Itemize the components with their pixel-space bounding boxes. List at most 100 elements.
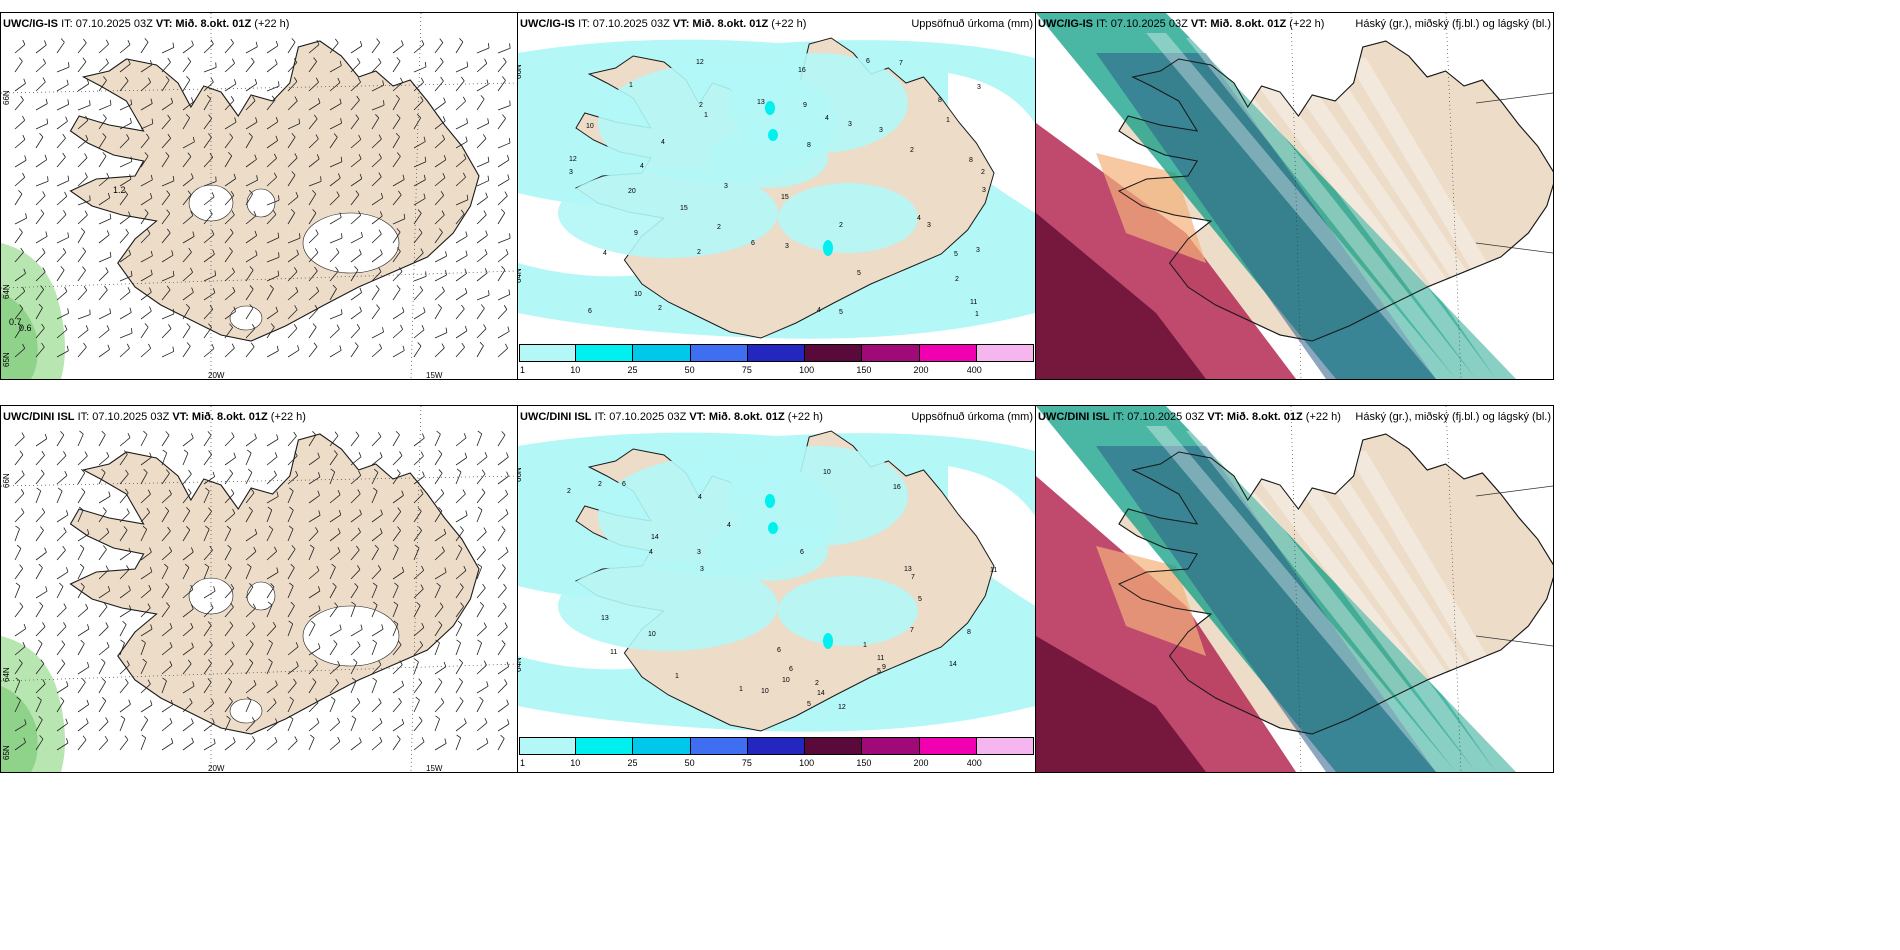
wind-barb [413, 565, 425, 580]
wind-barb [476, 488, 486, 504]
wind-barb [266, 601, 273, 618]
wind-barb [77, 430, 84, 447]
wind-barb [182, 737, 194, 751]
wind-barb [497, 233, 511, 244]
wind-barb [14, 450, 24, 466]
wind-barb [119, 328, 133, 339]
wind-barb [161, 285, 171, 301]
wind-barb [245, 132, 253, 149]
wind-barb [140, 174, 153, 187]
wind-barb [14, 677, 21, 694]
colorbar-tick-label: 25 [627, 758, 638, 768]
high-cloud-area [1036, 636, 1206, 772]
wind-barb [98, 267, 109, 282]
wind-barb [308, 98, 321, 111]
wind-barb [476, 563, 483, 580]
panel-title: UWC/DINI ISL IT: 07.10.2025 03Z VT: Mið.… [520, 411, 823, 423]
wind-barb [371, 544, 379, 561]
wind-barb [308, 620, 316, 637]
wind-barb [161, 677, 167, 694]
wind-barb [98, 527, 110, 542]
wind-barb [161, 563, 169, 580]
wind-barb [203, 304, 214, 320]
wind-barb [476, 304, 485, 320]
wind-barb [392, 660, 403, 675]
wind-barb [434, 546, 445, 561]
precip-value-label: 3 [848, 121, 852, 128]
wind-barb [77, 57, 87, 73]
wind-barb [266, 639, 273, 656]
precip-core [768, 522, 778, 534]
wind-barb [476, 134, 487, 149]
wind-barb [35, 526, 44, 542]
wind-barb [497, 266, 506, 282]
wind-barb [245, 528, 258, 542]
wind-barb [476, 469, 486, 485]
wind-barb [14, 213, 27, 225]
wind-barb [476, 452, 488, 466]
cloud-map-bottom [1036, 406, 1553, 772]
wind-barb [140, 343, 152, 358]
wind-barb [329, 98, 342, 111]
lat-label-64n: 64N [2, 667, 11, 682]
wind-barb [245, 342, 255, 358]
wind-barb [161, 449, 168, 466]
precip-value-label: 11 [970, 299, 977, 306]
wind-barb [308, 490, 320, 504]
wind-barb [56, 470, 68, 485]
high-cloud-area [1036, 213, 1206, 379]
colorbar-tick-label: 1 [520, 365, 526, 375]
wind-barb [413, 77, 424, 92]
wind-barb [203, 114, 212, 130]
lat-label-65n: 65N [2, 745, 11, 760]
wind-barb [77, 563, 85, 580]
wind-barb [182, 681, 195, 694]
wind-barb [329, 431, 339, 447]
wind-barb [14, 172, 26, 187]
wind-barb [203, 287, 216, 301]
wind-barb [476, 583, 486, 599]
precip-value-label: 5 [954, 251, 958, 258]
precip-value-label: 4 [640, 163, 644, 170]
wind-barb [497, 76, 506, 92]
wind-barb [392, 451, 403, 466]
wind-barb [266, 434, 279, 447]
wind-barb [14, 190, 23, 206]
wind-barb [203, 525, 210, 542]
wind-barb [224, 228, 234, 244]
wind-barb [245, 659, 254, 675]
precip-value-label: 13 [757, 99, 765, 106]
wind-barb [413, 678, 423, 694]
boundary-line [1475, 242, 1553, 254]
wind-barb [77, 506, 84, 523]
wind-barb [98, 585, 111, 599]
wind-barb [266, 81, 280, 92]
colorbar-tick-label: 25 [627, 365, 638, 375]
wind-barb [56, 567, 69, 580]
wind-barb [77, 624, 90, 637]
wind-barb [371, 677, 377, 694]
wind-barb [413, 228, 423, 244]
wind-barb [392, 640, 402, 656]
wind-barb [224, 621, 234, 637]
wind-barb [119, 620, 127, 637]
precip-value-label: 5 [857, 270, 861, 277]
cloud-streak [1226, 43, 1496, 379]
wind-barb [266, 172, 277, 187]
precip-value-label: 10 [648, 631, 656, 638]
wind-barb [56, 603, 67, 618]
wind-barb [14, 268, 26, 282]
wind-barb [287, 96, 298, 111]
wind-barb [308, 510, 321, 523]
wind-barb [98, 565, 109, 580]
wind-barb [392, 174, 405, 187]
wind-barb [350, 470, 362, 485]
wind-barb [476, 58, 488, 73]
wind-barb [203, 62, 217, 73]
wind-barb [434, 251, 447, 263]
wind-map-bottom [1, 406, 517, 772]
wind-barb [14, 641, 26, 656]
wind-barb [371, 172, 382, 187]
wind-barb [245, 506, 253, 523]
precip-value-label: 2 [839, 222, 843, 229]
